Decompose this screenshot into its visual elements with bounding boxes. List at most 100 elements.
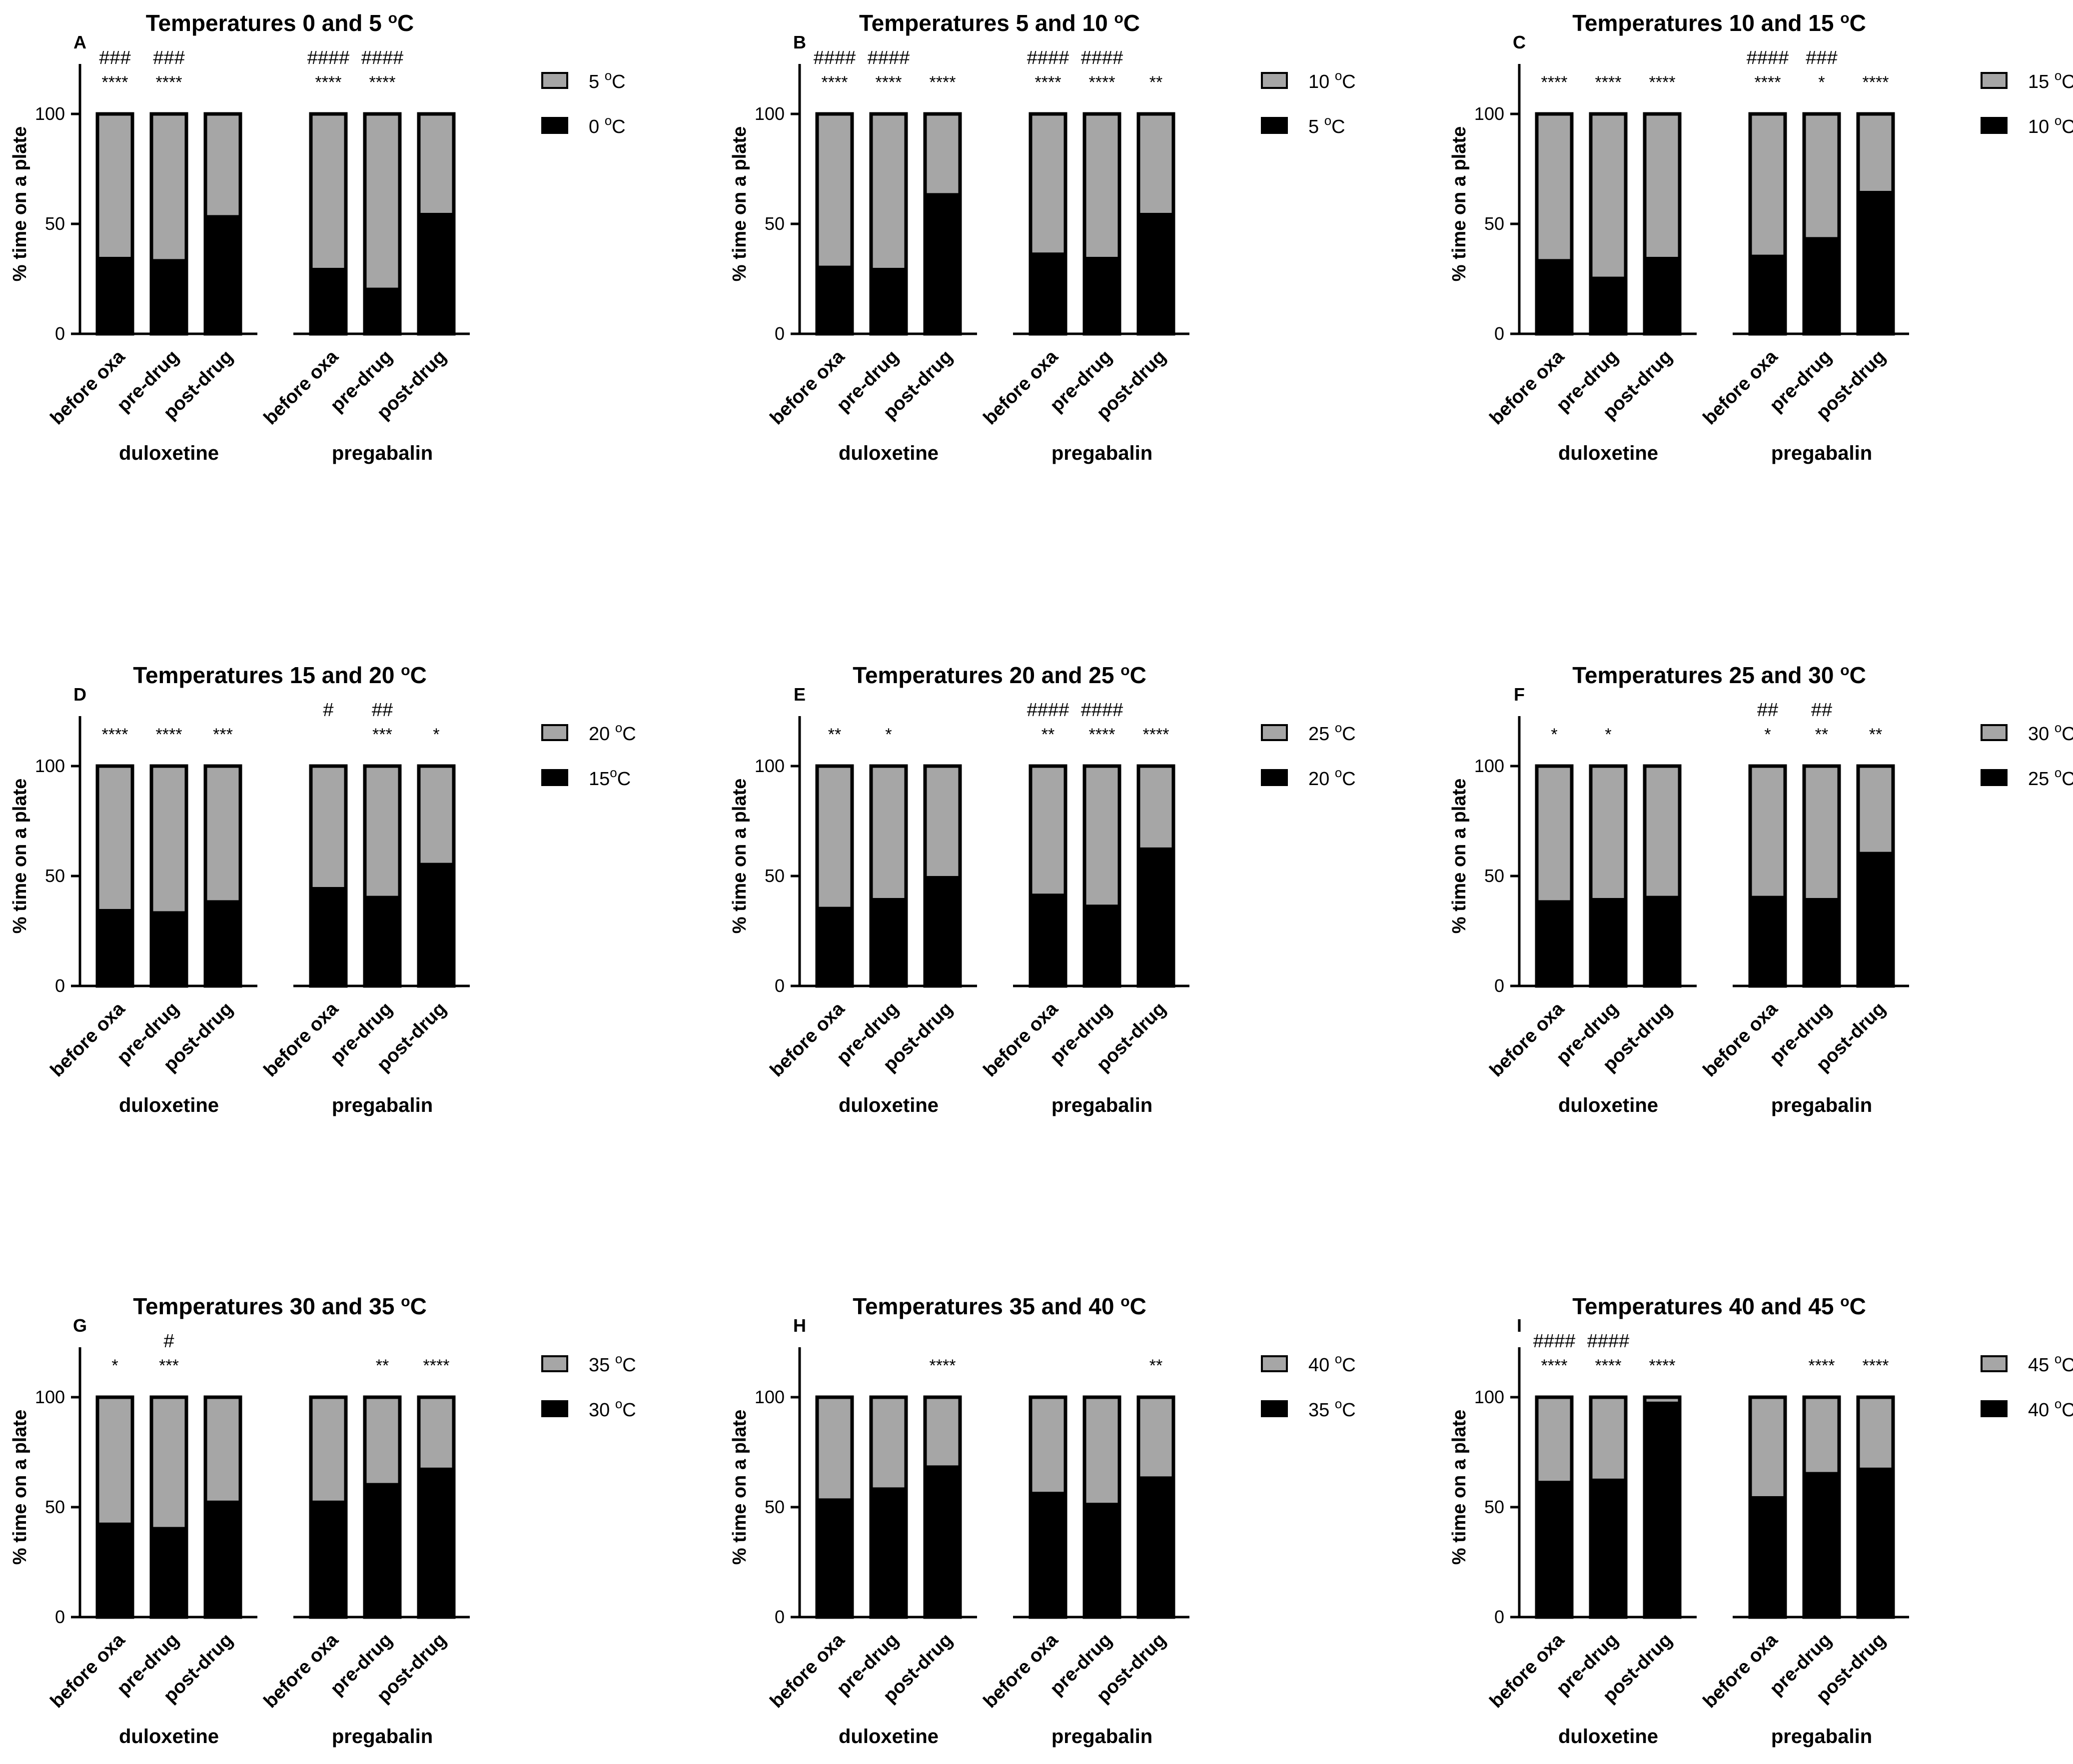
significance-stars: ****	[1089, 73, 1115, 92]
significance-stars: ****	[156, 73, 182, 92]
significance-stars: *	[111, 1356, 118, 1375]
bar-outline	[1748, 1395, 1787, 1619]
y-tick-label: 100	[35, 1387, 65, 1407]
legend-swatch	[541, 72, 568, 89]
bar-pregabalin-before-oxa-lower	[1031, 252, 1065, 334]
bar-outline	[149, 764, 188, 988]
x-tick-label: before oxa	[1486, 1629, 1569, 1712]
bar-outline	[1029, 1395, 1067, 1619]
significance-hashes: ####	[1081, 47, 1123, 68]
bar-outline	[309, 1395, 348, 1619]
bar-outline	[1082, 1395, 1121, 1619]
chart-title: Temperatures 25 and 30 oC	[1572, 662, 1866, 688]
bar-outline	[1856, 764, 1895, 988]
significance-stars: ****	[423, 1356, 450, 1375]
significance-stars: **	[376, 1356, 389, 1375]
group-label: duloxetine	[839, 1094, 939, 1116]
bar-outline	[869, 1395, 908, 1619]
significance-stars: ****	[315, 73, 342, 92]
significance-hashes: #	[163, 1331, 174, 1352]
group-label: duloxetine	[119, 1094, 219, 1116]
y-tick-label: 50	[1484, 213, 1504, 234]
bar-duloxetine-post-drug-lower	[205, 1500, 240, 1617]
y-tick-label: 100	[755, 756, 785, 776]
bar-outline	[417, 1395, 456, 1619]
bar-outline	[1029, 764, 1067, 988]
legend-label: 10 oC	[2028, 113, 2073, 137]
legend-swatch	[541, 769, 568, 786]
group-label: duloxetine	[1558, 1094, 1658, 1116]
bar-pregabalin-before-oxa-upper	[1031, 766, 1065, 894]
bar-outline	[1535, 1395, 1574, 1619]
y-tick-label: 100	[1474, 1387, 1504, 1407]
y-tick-label: 50	[45, 1497, 65, 1517]
bar-outline	[1082, 764, 1121, 988]
bar-pregabalin-pre-drug-lower	[365, 1483, 400, 1617]
bar-duloxetine-pre-drug-lower	[151, 1527, 186, 1617]
bar-pregabalin-post-drug-lower	[419, 213, 454, 334]
legend-label: 25 oC	[2028, 765, 2073, 790]
y-axis-label: % time on a plate	[729, 126, 750, 281]
bar-pregabalin-post-drug-upper	[1858, 1397, 1893, 1468]
legend-swatch	[541, 117, 568, 134]
significance-stars: ****	[102, 725, 128, 744]
bar-pregabalin-before-oxa-upper	[1031, 114, 1065, 253]
legend-swatch	[1261, 724, 1288, 741]
bar-duloxetine-pre-drug-upper	[151, 114, 186, 259]
significance-stars: ****	[876, 73, 902, 92]
y-tick-label: 0	[775, 323, 785, 344]
group-label: pregabalin	[1051, 1726, 1152, 1748]
legend-label: 20 oC	[1308, 765, 1356, 790]
bar-outline	[1802, 112, 1841, 336]
bar-duloxetine-post-drug-lower	[1645, 895, 1680, 986]
chart-title: Temperatures 30 and 35 oC	[133, 1293, 427, 1319]
y-tick-label: 50	[1484, 1497, 1504, 1517]
bar-duloxetine-pre-drug-lower	[871, 268, 906, 334]
bar-outline	[95, 112, 134, 336]
bar-outline	[815, 112, 854, 336]
legend-label: 45 oC	[2028, 1351, 2073, 1376]
legend-label: 20 oC	[589, 720, 636, 745]
bar-duloxetine-post-drug-lower	[925, 1465, 960, 1617]
group-label: pregabalin	[1051, 1094, 1152, 1116]
bar-pregabalin-before-oxa-upper	[311, 114, 346, 268]
group-label: pregabalin	[1051, 442, 1152, 464]
bar-duloxetine-post-drug-lower	[205, 215, 240, 334]
bar-pregabalin-before-oxa-lower	[311, 887, 346, 986]
significance-stars: ****	[369, 73, 396, 92]
legend-label: 15 oC	[2028, 68, 2073, 92]
bar-pregabalin-post-drug-upper	[1138, 1397, 1173, 1477]
y-tick-label: 50	[1484, 866, 1504, 886]
bar-pregabalin-before-oxa-lower	[311, 1500, 346, 1617]
legend-swatch	[541, 1400, 568, 1417]
chart-title: Temperatures 5 and 10 oC	[859, 10, 1140, 36]
bar-outline	[363, 764, 402, 988]
legend-swatch	[1981, 1355, 2008, 1372]
chart-panel-a: A Temperatures 0 and 5 oC 0 50 100% time on …	[9, 10, 626, 464]
significance-stars: ****	[1809, 1356, 1835, 1375]
y-tick-label: 0	[775, 975, 785, 996]
chart-panel-e: E Temperatures 20 and 25 oC 0 50 100% time o…	[729, 662, 1356, 1116]
significance-hashes: ###	[1806, 47, 1837, 68]
significance-stars: **	[1869, 725, 1882, 744]
group-label: duloxetine	[839, 442, 939, 464]
bar-duloxetine-post-drug-lower	[925, 876, 960, 986]
bar-duloxetine-before-oxa-upper	[97, 114, 132, 257]
bar-pregabalin-pre-drug-upper	[1084, 1397, 1119, 1503]
x-tick-label: before oxa	[766, 346, 849, 429]
significance-stars: ****	[1863, 73, 1889, 92]
bar-pregabalin-pre-drug-upper	[1804, 766, 1839, 898]
legend-label: 0 oC	[589, 113, 626, 137]
y-tick-label: 0	[1494, 323, 1504, 344]
bar-outline	[1802, 1395, 1841, 1619]
bar-pregabalin-before-oxa-lower	[1031, 1492, 1065, 1617]
bar-duloxetine-before-oxa-lower	[817, 1498, 852, 1617]
legend-swatch	[1261, 769, 1288, 786]
group-label: pregabalin	[332, 1094, 433, 1116]
x-tick-label: before oxa	[260, 998, 343, 1081]
bar-outline	[203, 112, 242, 336]
bar-outline	[1136, 764, 1175, 988]
bar-duloxetine-post-drug-lower	[1645, 257, 1680, 334]
x-tick-label: before oxa	[980, 346, 1062, 429]
